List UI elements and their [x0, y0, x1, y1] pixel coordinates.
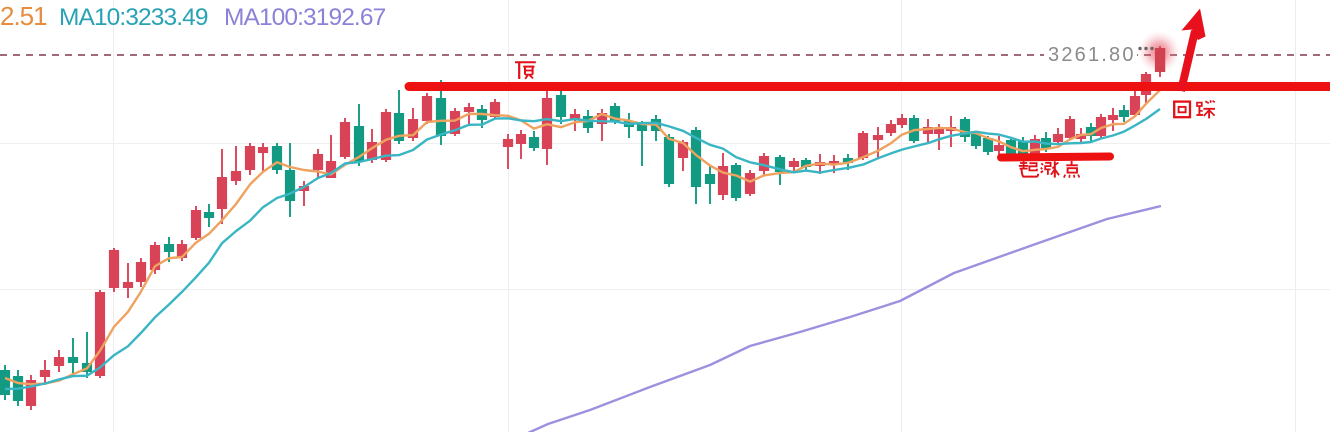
svg-text:MA100:3192.67: MA100:3192.67 — [224, 4, 386, 31]
svg-text:2.51: 2.51 — [0, 1, 47, 31]
svg-text:3261.80: 3261.80 — [1048, 44, 1136, 66]
svg-text:MA10:3233.49: MA10:3233.49 — [59, 4, 208, 31]
